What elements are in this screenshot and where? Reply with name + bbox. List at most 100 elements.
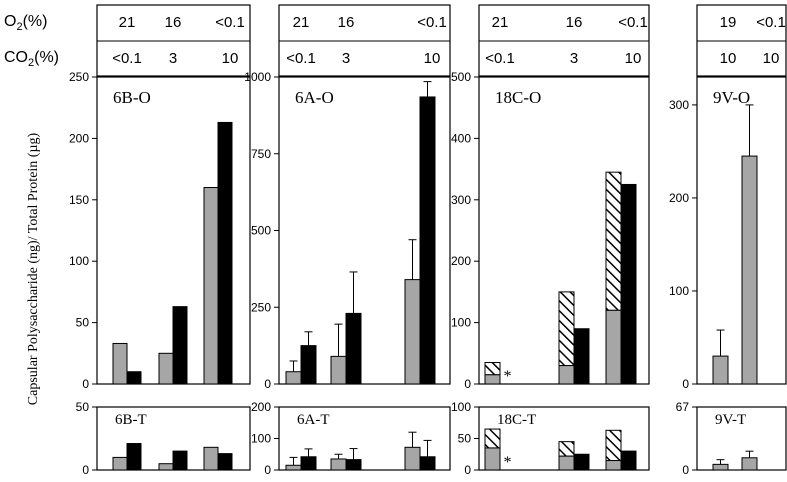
co2-value: 3: [169, 50, 177, 67]
y-tick-label: 150: [69, 193, 89, 207]
hatched-bar-segment: [558, 441, 575, 457]
gray-bar: [484, 447, 501, 471]
panel-title: 6A-O: [295, 88, 334, 107]
y-axis-label: Capsular Polysaccharide (ng)/ Total Prot…: [26, 132, 41, 405]
panel-title: 18C-T: [497, 412, 536, 428]
y-tick-label: 500: [451, 70, 471, 84]
co2-value: 3: [570, 50, 578, 67]
y-tick-label: 100: [251, 432, 271, 446]
co2-value: 3: [342, 50, 350, 67]
black-bar: [573, 453, 590, 471]
gray-bar: [203, 446, 219, 471]
gray-bar: [605, 460, 622, 471]
y-tick-label: 250: [69, 70, 89, 84]
black-bar: [620, 183, 637, 385]
y-tick-label: 50: [76, 316, 90, 330]
black-bar: [300, 456, 317, 471]
y-tick-label: 67: [676, 400, 690, 414]
y-tick-label: 0: [264, 377, 271, 391]
not-detected-marker: *: [504, 454, 512, 471]
y-tick-label: 0: [464, 463, 471, 477]
gray-bar: [484, 374, 501, 385]
y-tick-label: 250: [251, 300, 271, 314]
black-bar: [419, 96, 436, 385]
y-tick-label: 400: [451, 131, 471, 145]
y-tick-label: 100: [669, 284, 689, 298]
y-tick-label: 0: [264, 463, 271, 477]
o2-value: <0.1: [618, 14, 648, 31]
gray-bar: [158, 352, 174, 385]
gray-bar: [158, 463, 174, 471]
chart-18c: 21 16 <0.1<0.1 3 10010020030040050018C-O*050…: [451, 4, 650, 477]
panel-title: 18C-O: [495, 88, 541, 107]
o2-value: 16: [338, 14, 355, 31]
co2-value: 10: [720, 50, 737, 67]
chart-6b: 21 16 <0.1<0.1 3 100501001502002506B-O0506B-…: [69, 4, 251, 477]
black-bar: [217, 453, 233, 471]
y-tick-label: 300: [451, 193, 471, 207]
panel-title: 6A-T: [297, 412, 330, 428]
gray-bar: [285, 464, 302, 471]
hatched-bar-segment: [605, 171, 622, 311]
y-tick-label: 0: [682, 463, 689, 477]
o2-value: <0.1: [417, 14, 447, 31]
gray-bar: [330, 355, 347, 385]
y-tick-label: 0: [464, 377, 471, 391]
black-bar: [217, 121, 233, 385]
gray-bar: [203, 187, 219, 385]
co2-value: <0.1: [286, 50, 316, 67]
y-tick-label: 1000: [244, 70, 271, 84]
gray-bar: [712, 463, 729, 471]
o2-value: 19: [720, 14, 737, 31]
y-tick-label: 200: [451, 254, 471, 268]
o2-value: <0.1: [756, 14, 786, 31]
gray-bar: [112, 456, 128, 471]
gray-bar: [112, 342, 128, 385]
y-tick-label: 100: [451, 400, 471, 414]
y-tick-label: 50: [76, 400, 90, 414]
black-bar: [345, 312, 362, 385]
hatched-bar-segment: [558, 291, 575, 367]
co2-value: 10: [763, 50, 780, 67]
y-tick-label: 0: [82, 377, 89, 391]
black-bar: [345, 459, 362, 471]
panel-title: 6B-T: [115, 412, 147, 428]
black-bar: [573, 328, 590, 385]
co2-value: <0.1: [112, 50, 142, 67]
y-tick-label: 500: [251, 224, 271, 238]
black-bar: [126, 443, 142, 471]
hatched-bar-segment: [605, 429, 622, 462]
y-tick-label: 100: [451, 316, 471, 330]
black-bar: [126, 371, 142, 385]
co2-value: 10: [424, 50, 441, 67]
o2-value: 21: [119, 14, 136, 31]
o2-value: 16: [566, 14, 583, 31]
gray-bar: [404, 279, 421, 385]
o2-value: 21: [293, 14, 310, 31]
gray-bar: [404, 446, 421, 471]
not-detected-marker: *: [504, 368, 512, 385]
gray-bar: [605, 309, 622, 385]
black-bar: [300, 345, 317, 385]
co2-row-label: CO2(%): [4, 49, 59, 69]
black-bar: [620, 450, 637, 471]
black-bar: [172, 306, 188, 385]
hatched-bar-segment: [484, 428, 501, 449]
panels-group: 21 16 <0.1<0.1 3 100501001502002506B-O0506B-…: [69, 4, 787, 477]
gray-bar: [558, 365, 575, 385]
o2-value: <0.1: [215, 14, 245, 31]
gray-bar: [741, 457, 758, 471]
chart-6a: 21 16 <0.1<0.1 3 10025050075010006A-O0100200…: [244, 4, 451, 477]
gray-bar: [285, 371, 302, 385]
y-tick-label: 750: [251, 147, 271, 161]
co2-value: 10: [222, 50, 239, 67]
co2-value: 10: [625, 50, 642, 67]
co2-value: <0.1: [485, 50, 515, 67]
o2-value: 21: [492, 14, 509, 31]
panel-title: 9V-T: [715, 412, 746, 428]
y-tick-label: 100: [69, 254, 89, 268]
o2-value: 16: [165, 14, 182, 31]
y-tick-label: 200: [669, 191, 689, 205]
panel-title: 6B-O: [113, 88, 151, 107]
